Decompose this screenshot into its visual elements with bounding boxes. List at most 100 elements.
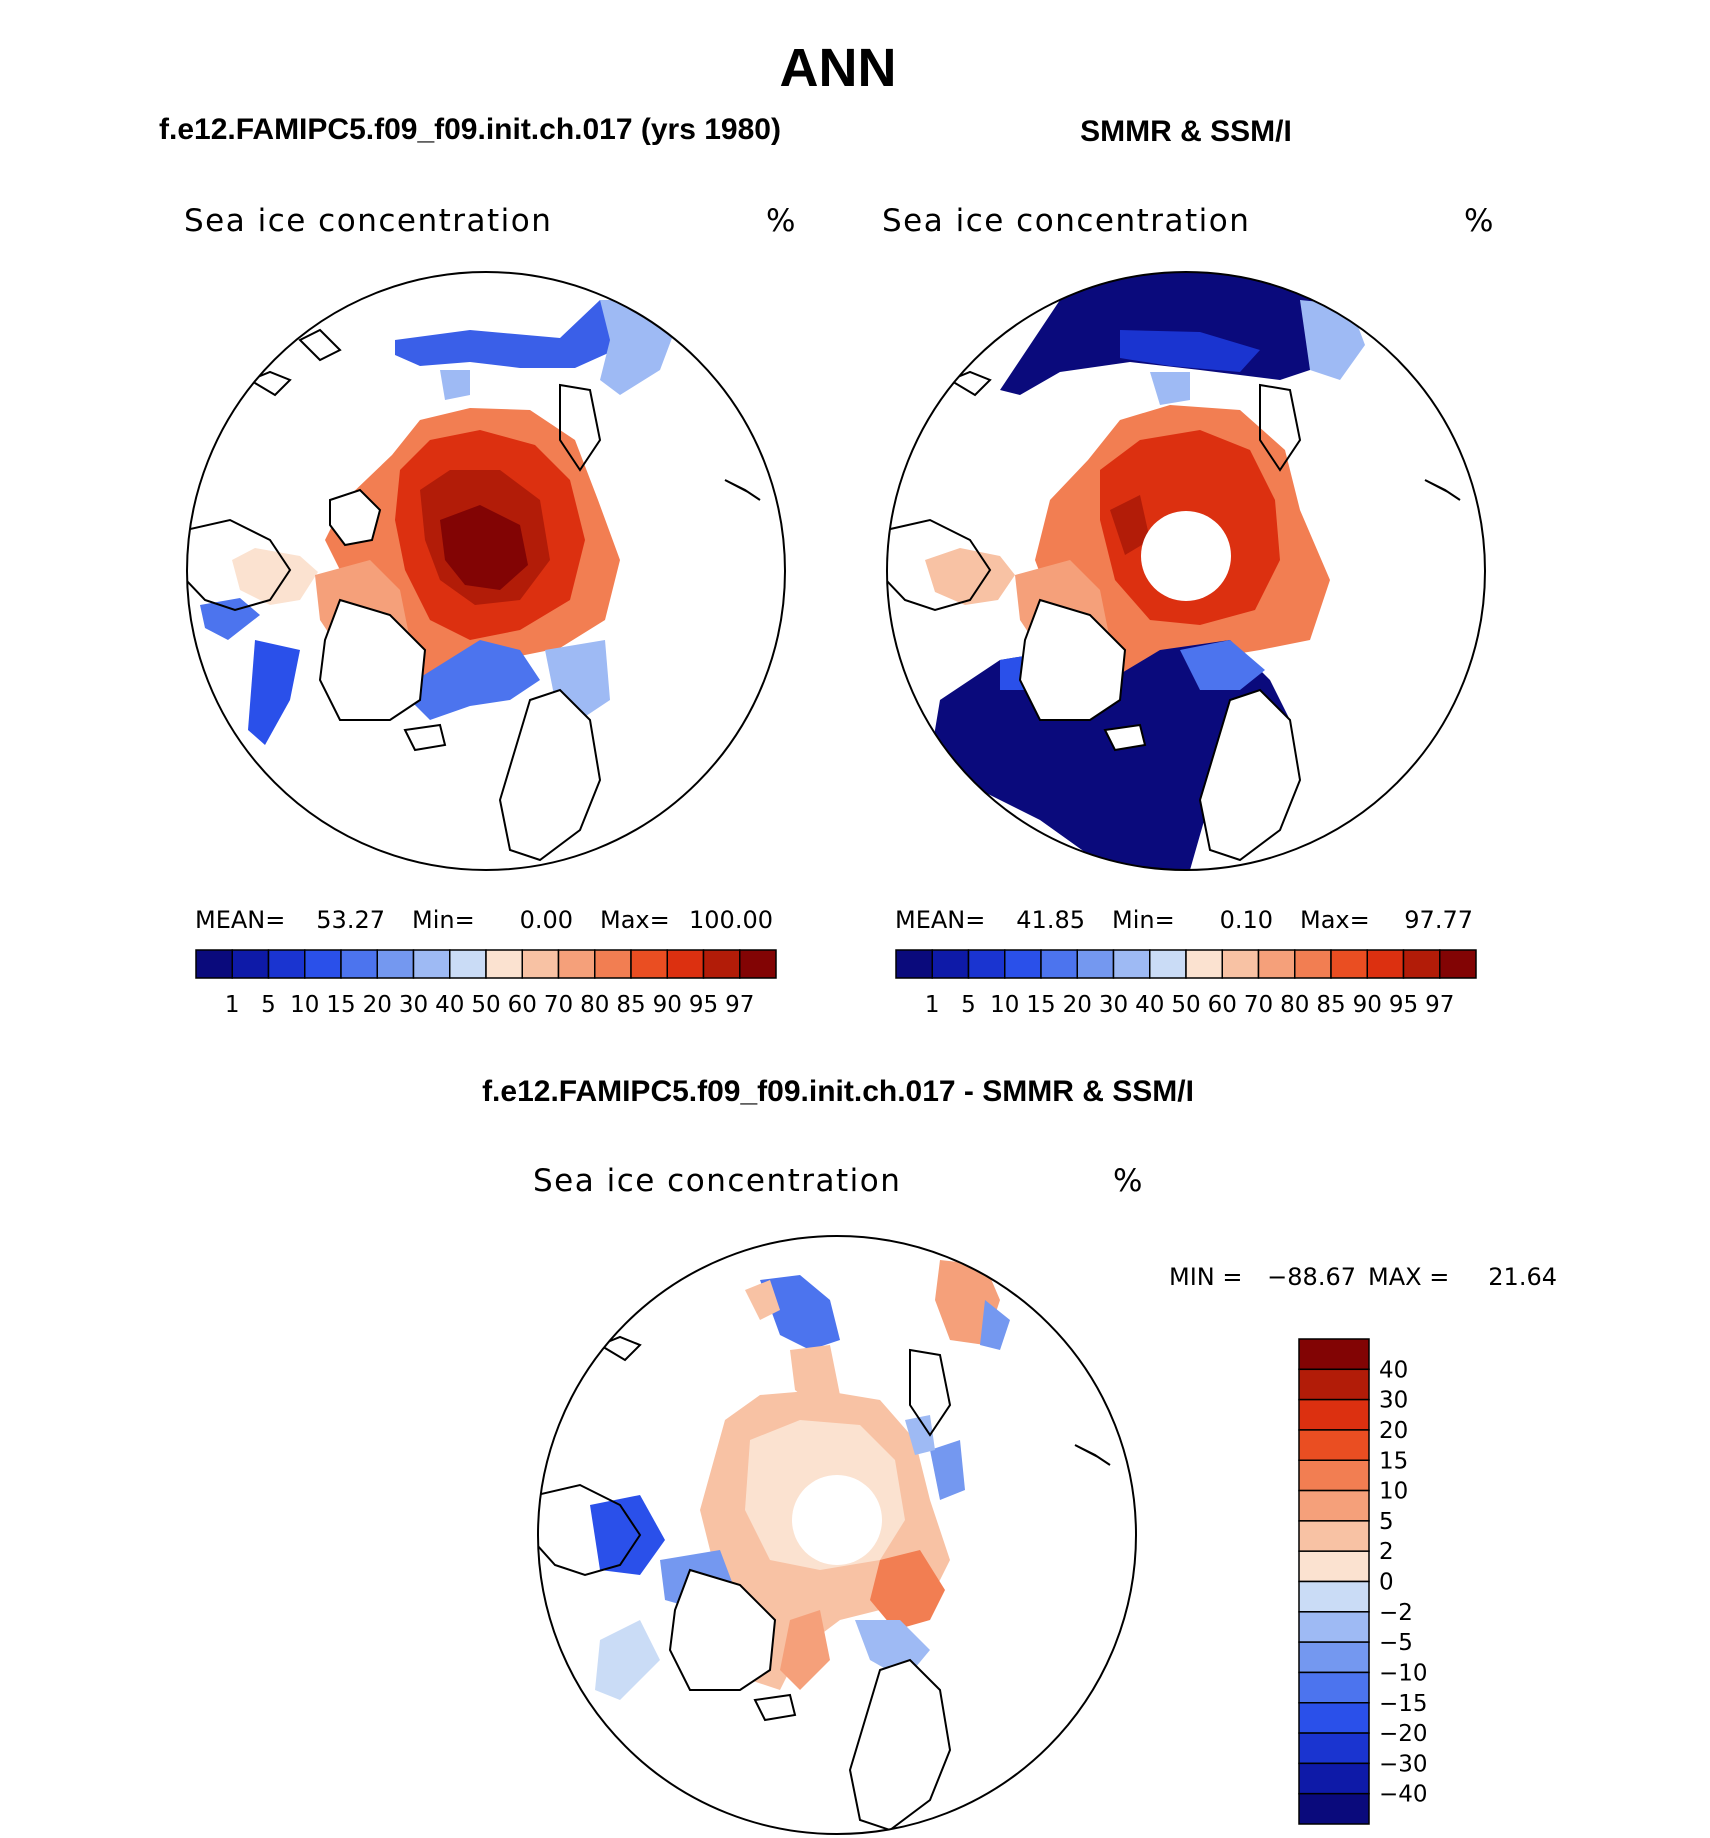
colorbar-swatch xyxy=(1298,1520,1370,1552)
colorbar-tick-label: 60 xyxy=(1208,992,1237,1018)
colorbar-tick-label: 70 xyxy=(1244,992,1273,1018)
diff-panel: Sea ice concentration % xyxy=(533,1163,1557,1835)
right-max-label: Max= xyxy=(1300,906,1370,934)
right-field-label: Sea ice concentration xyxy=(882,203,1250,239)
colorbar-swatch xyxy=(1366,949,1405,979)
colorbar-tick-label: 40 xyxy=(1379,1357,1408,1383)
colorbar-swatch xyxy=(1298,1641,1370,1674)
colorbar-swatch xyxy=(1004,949,1042,979)
left-mean-label: MEAN= xyxy=(195,906,285,934)
right-units: % xyxy=(1464,203,1493,239)
colorbar-swatch xyxy=(1112,949,1151,979)
colorbar-swatch xyxy=(739,949,777,979)
left-min-label: Min= xyxy=(412,906,475,934)
colorbar-swatch xyxy=(967,949,1006,979)
colorbar-swatch xyxy=(267,949,306,979)
colorbar-swatch xyxy=(304,949,342,979)
diff-map xyxy=(538,1236,1136,1834)
colorbar-tick-label: 90 xyxy=(1353,992,1382,1018)
colorbar-swatch xyxy=(1298,1368,1370,1401)
right-map-boundary xyxy=(886,271,1486,871)
left-panel-title: f.e12.FAMIPC5.f09_f09.init.ch.017 (yrs 1… xyxy=(159,113,781,146)
colorbar-tick-label: 2 xyxy=(1379,1539,1394,1565)
colorbar-tick-label: 0 xyxy=(1379,1570,1394,1596)
colorbar-swatch xyxy=(1076,949,1115,979)
right-panel: Sea ice concentration % xyxy=(882,203,1493,1018)
colorbar-swatch xyxy=(1298,1580,1370,1613)
colorbar-swatch xyxy=(1221,949,1260,979)
colorbar-tick-label: 20 xyxy=(1379,1418,1408,1444)
colorbar-tick-label: 15 xyxy=(326,992,355,1018)
colorbar-swatch xyxy=(1298,1702,1370,1734)
colorbar-swatch xyxy=(630,949,668,979)
colorbar-swatch xyxy=(702,949,741,979)
left-max-value: 100.00 xyxy=(689,906,773,934)
colorbar-swatch xyxy=(1439,949,1477,979)
colorbar-tick-label: 10 xyxy=(990,992,1019,1018)
right-mean-value: 41.85 xyxy=(1016,906,1085,934)
diff-min-value: −88.67 xyxy=(1267,1263,1356,1291)
diff-max-label: MAX = xyxy=(1368,1263,1449,1291)
colorbar-tick-label: 5 xyxy=(1379,1509,1394,1535)
colorbar-tick-label: 5 xyxy=(961,992,976,1018)
colorbar-swatch xyxy=(1298,1459,1370,1492)
colorbar-swatch xyxy=(1257,949,1296,979)
colorbar-tick-label: 1 xyxy=(225,992,240,1018)
colorbar-swatch xyxy=(895,949,933,979)
colorbar-swatch xyxy=(1298,1762,1370,1795)
diff-field-label: Sea ice concentration xyxy=(533,1163,901,1199)
right-max-value: 97.77 xyxy=(1404,906,1473,934)
colorbar-swatch xyxy=(449,949,487,979)
colorbar-tick-label: 85 xyxy=(1316,992,1345,1018)
colorbar-swatch xyxy=(1298,1550,1370,1583)
right-min-label: Min= xyxy=(1112,906,1175,934)
colorbar-tick-label: −2 xyxy=(1379,1600,1413,1626)
colorbar-tick-label: −40 xyxy=(1379,1782,1428,1808)
colorbar-swatch xyxy=(1402,949,1441,979)
colorbar-tick-label: 50 xyxy=(1171,992,1200,1018)
colorbar-tick-label: 95 xyxy=(1389,992,1418,1018)
colorbar-swatch xyxy=(412,949,451,979)
colorbar-tick-label: −10 xyxy=(1379,1660,1428,1686)
diff-panel-title: f.e12.FAMIPC5.f09_f09.init.ch.017 - SMMR… xyxy=(482,1075,1194,1108)
colorbar-swatch xyxy=(557,949,596,979)
right-min-value: 0.10 xyxy=(1220,906,1273,934)
colorbar-swatch xyxy=(521,949,560,979)
colorbar-tick-label: −20 xyxy=(1379,1721,1428,1747)
colorbar-swatch xyxy=(1298,1671,1370,1704)
right-stats: MEAN= 41.85 Min= 0.10 Max= 97.77 xyxy=(895,906,1473,934)
colorbar-swatch xyxy=(231,949,270,979)
colorbar-tick-label: 30 xyxy=(399,992,428,1018)
colorbar-tick-label: 20 xyxy=(363,992,392,1018)
colorbar-swatch xyxy=(1294,949,1332,979)
colorbar-swatch xyxy=(666,949,705,979)
colorbar-tick-label: 97 xyxy=(725,992,754,1018)
colorbar-tick-label: 10 xyxy=(290,992,319,1018)
right-colorbar: 1 5 10 15 20 30 40 50 60 70 80 85 90 95 97 xyxy=(895,949,1477,1018)
colorbar-tick-label: 95 xyxy=(689,992,718,1018)
left-colorbar: 1 5 10 15 20 30 40 50 60 70 80 85 90 95 97 xyxy=(195,949,777,1018)
colorbar-tick-label: −15 xyxy=(1379,1691,1428,1717)
colorbar-tick-label: 80 xyxy=(1280,992,1309,1018)
diff-units: % xyxy=(1113,1163,1142,1199)
colorbar-tick-label: 80 xyxy=(580,992,609,1018)
colorbar-tick-label: 50 xyxy=(471,992,500,1018)
colorbar-swatch xyxy=(1330,949,1368,979)
colorbar-tick-label: 30 xyxy=(1379,1388,1408,1414)
colorbar-tick-label: 60 xyxy=(508,992,537,1018)
diff-min-label: MIN = xyxy=(1169,1263,1242,1291)
colorbar-swatch xyxy=(485,949,523,979)
colorbar-tick-label: 40 xyxy=(1135,992,1164,1018)
colorbar-swatch xyxy=(340,949,378,979)
colorbar-tick-label: 90 xyxy=(653,992,682,1018)
diff-map-boundary xyxy=(537,1235,1137,1835)
colorbar-swatch xyxy=(1298,1732,1370,1765)
colorbar-tick-label: 1 xyxy=(925,992,940,1018)
colorbar-swatch xyxy=(1298,1489,1370,1522)
main-title: ANN xyxy=(780,38,897,98)
diff-stats: MIN = −88.67 MAX = 21.64 xyxy=(1169,1263,1557,1291)
left-map xyxy=(187,272,785,870)
colorbar-swatch xyxy=(1298,1429,1370,1461)
